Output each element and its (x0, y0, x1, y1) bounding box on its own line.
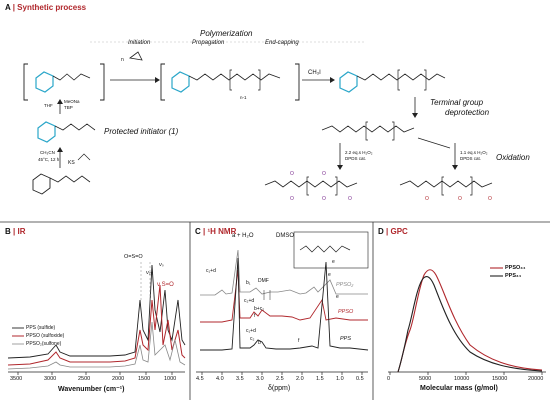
gpc-xtick-20000: 20000 (528, 376, 544, 382)
nmr-peak-bc2: b+c₂ (254, 306, 265, 312)
ir-xtick-2500: 2500 (78, 376, 91, 382)
nmr-xlabel: δ(ppm) (268, 385, 291, 392)
ir-annot-vso: ν S=O (157, 282, 174, 288)
nmr-xtick-1.0: 1.0 (336, 376, 344, 382)
svg-text:O: O (290, 171, 294, 177)
ir-legend-ppso2: PPSO₂(sulfone) (26, 341, 62, 347)
step-initiation: Initiation (128, 40, 151, 46)
svg-text:O: O (488, 196, 492, 202)
nmr-trace-label-ppso2: PPSO₂ (336, 282, 354, 288)
cond-meona: MeONa (64, 99, 80, 104)
panel-a-label: A | Synthetic process (5, 3, 87, 12)
ir-xtick-1500: 1500 (138, 376, 151, 382)
gpc-xlabel: Molecular mass (g/mol) (420, 385, 498, 392)
ox-cond-1b: DPDS cat. (345, 156, 367, 161)
nmr-peak-e-top: e (328, 272, 331, 278)
gpc-legend-ppso: PPSO₃₄ (505, 265, 526, 271)
nmr-peak-dmso: DMSO (276, 233, 294, 239)
label-protected-initiator: Protected initiator (1) (104, 127, 179, 136)
gpc-xtick-5000: 5000 (419, 376, 432, 382)
nmr-peak-c2d: c₂+d (244, 298, 255, 304)
nmr-trace-label-ppso: PPSO (338, 309, 354, 315)
cond-ch3cn: CH₃CN (40, 150, 55, 155)
nmr-xtick-4.5: 4.5 (196, 376, 204, 382)
svg-text:O: O (322, 171, 326, 177)
ox-cond-2a: 1.1 eq.s H₂O₂ (460, 150, 488, 155)
step-end-capping: End-capping (265, 40, 299, 46)
gpc-xtick-15000: 15000 (492, 376, 508, 382)
panel-d-label: D | GPC (378, 227, 408, 236)
panel-b-label: B | IR (5, 227, 26, 236)
stage-header: Polymerization (200, 29, 253, 38)
ox-cond-1a: 2.2 eq.s H₂O₂ (345, 150, 373, 155)
panel-c-label: C | ¹H NMR (195, 227, 237, 236)
ir-xtick-2000: 2000 (112, 376, 125, 382)
gpc-trace-pps (397, 276, 543, 373)
nmr-xtick-0.5: 0.5 (356, 376, 364, 382)
ir-annot-vs: νₛ (159, 262, 164, 268)
step-propagation: Propagation (192, 40, 225, 46)
nmr-peak-f-mid: f (254, 313, 256, 319)
nmr-peak-c2: c₂ (250, 336, 255, 342)
nmr-peak-a-h2o: a + H₂O (232, 233, 254, 239)
gpc-xtick-10000: 10000 (454, 376, 470, 382)
ir-xtick-3500: 3500 (10, 376, 23, 382)
ir-xtick-3000: 3000 (44, 376, 57, 382)
label-oxidation: Oxidation (496, 153, 530, 162)
nmr-peak-c1d-bot: c₁+d (246, 328, 256, 334)
ox-cond-2b: DPDS cat. (460, 156, 482, 161)
nmr-xtick-3.5: 3.5 (236, 376, 244, 382)
cond-temp: 45°C, 12 h (38, 157, 60, 162)
gpc-legend-pps: PPS₃₄ (505, 273, 522, 279)
nmr-peak-c1d-top: c₁+d (206, 268, 216, 274)
ir-xtick-1000: 1000 (164, 376, 177, 382)
nmr-trace-pps (200, 257, 369, 351)
nmr-xtick-2.5: 2.5 (276, 376, 284, 382)
ir-trace-ppso (7, 284, 186, 366)
svg-text:O: O (458, 196, 462, 202)
ir-trace-ppso2 (7, 321, 186, 370)
nmr-trace-label-pps: PPS (340, 336, 352, 342)
reagent-ch3i: CH₃I (308, 70, 321, 76)
subscript-n1: n-1 (240, 95, 247, 100)
nmr-xtick-2.0: 2.0 (296, 376, 304, 382)
svg-text:O: O (322, 196, 326, 202)
ir-xlabel: Wavenumber (cm⁻¹) (58, 386, 125, 393)
gpc-trace-ppso (397, 269, 543, 373)
nmr-xtick-1.5: 1.5 (316, 376, 324, 382)
ir-legend-pps: PPS (sulfide) (26, 325, 56, 331)
nmr-peak-f-bot: f (298, 338, 300, 344)
svg-text:O: O (348, 196, 352, 202)
label-terminal: Terminal group (430, 98, 484, 107)
svg-text:O: O (290, 196, 294, 202)
reagent-n: n (121, 57, 124, 63)
nmr-peak-b: b (258, 340, 261, 346)
ir-annot-vas: ν₂ₓ (146, 270, 153, 276)
svg-text:O: O (425, 196, 429, 202)
nmr-xtick-3.0: 3.0 (256, 376, 264, 382)
nmr-xtick-4.0: 4.0 (216, 376, 224, 382)
gpc-xtick-0: 0 (387, 376, 391, 382)
label-deprotection: deprotection (445, 108, 490, 117)
cond-tbp: TBP (64, 105, 73, 110)
ir-annot-oso: O=S=O (124, 254, 143, 260)
nmr-peak-dmf: DMF (258, 278, 269, 284)
cond-ks: KS (68, 160, 75, 166)
nmr-peak-e-mid: e (336, 294, 339, 300)
ir-legend-ppso: PPSO (sulfoxide) (26, 333, 65, 339)
cond-thf: THF (44, 103, 53, 108)
nmr-peak-e-bot: e (332, 259, 335, 265)
nmr-peak-b1: b₁ (246, 280, 251, 286)
